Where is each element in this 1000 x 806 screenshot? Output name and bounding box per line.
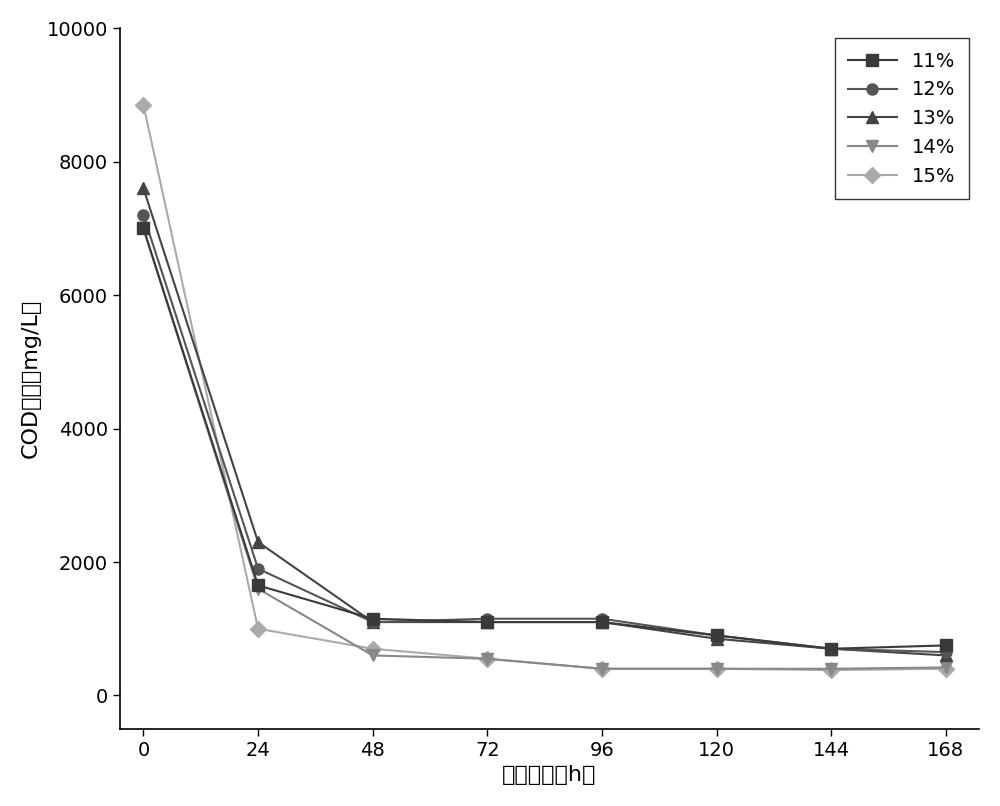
12% (940, 647, 952, 657)
Line: 15%: 15% (138, 99, 951, 675)
12% (252, 564, 264, 574)
11% (596, 617, 608, 627)
13% (596, 617, 608, 627)
15% (596, 664, 608, 674)
14% (137, 223, 149, 233)
Line: 13%: 13% (137, 182, 952, 662)
13% (137, 184, 149, 193)
15% (137, 100, 149, 110)
11% (137, 223, 149, 233)
Y-axis label: COD浓度（mg/L）: COD浓度（mg/L） (21, 299, 41, 458)
11% (481, 617, 493, 627)
Legend: 11%, 12%, 13%, 14%, 15%: 11%, 12%, 13%, 14%, 15% (835, 38, 969, 199)
X-axis label: 反应时间（h）: 反应时间（h） (502, 765, 597, 785)
12% (711, 630, 723, 640)
13% (252, 537, 264, 546)
14% (940, 663, 952, 672)
Line: 11%: 11% (138, 223, 951, 654)
14% (252, 584, 264, 593)
14% (711, 664, 723, 674)
11% (711, 630, 723, 640)
12% (367, 617, 379, 627)
13% (825, 644, 837, 654)
12% (825, 644, 837, 654)
13% (481, 617, 493, 627)
11% (367, 614, 379, 624)
15% (481, 654, 493, 663)
15% (711, 664, 723, 674)
13% (940, 650, 952, 660)
12% (596, 614, 608, 624)
14% (825, 664, 837, 674)
13% (711, 634, 723, 643)
14% (481, 654, 493, 663)
13% (367, 617, 379, 627)
12% (481, 614, 493, 624)
15% (940, 664, 952, 674)
14% (367, 650, 379, 660)
Line: 14%: 14% (137, 222, 952, 675)
15% (252, 624, 264, 634)
11% (252, 580, 264, 590)
11% (940, 641, 952, 650)
12% (137, 210, 149, 220)
15% (367, 644, 379, 654)
14% (596, 664, 608, 674)
11% (825, 644, 837, 654)
Line: 12%: 12% (138, 210, 951, 658)
15% (825, 665, 837, 675)
